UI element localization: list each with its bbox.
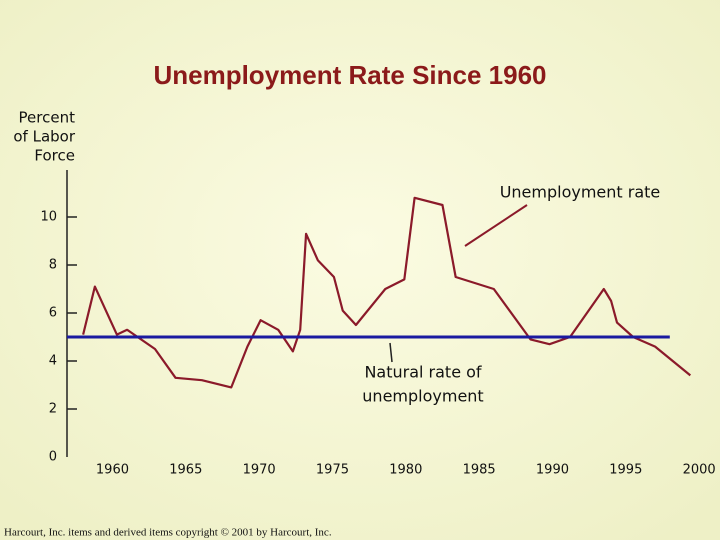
- x-tick-label: 2000: [683, 463, 716, 478]
- y-axis-label: Force: [34, 147, 75, 165]
- y-axis-label: Percent: [19, 109, 76, 127]
- unemployment-line: [82, 196, 692, 389]
- annotation: Unemployment rate: [500, 183, 661, 202]
- x-tick-label: 1970: [243, 463, 276, 478]
- y-tick-label: 2: [49, 402, 57, 417]
- y-tick-label: 4: [49, 354, 57, 369]
- x-tick-label: 1995: [609, 463, 642, 478]
- annotation: Natural rate of: [364, 363, 481, 382]
- annotation: unemployment: [362, 387, 483, 406]
- chart-title: Unemployment Rate Since 1960: [153, 60, 546, 90]
- y-tick-label: 6: [49, 306, 57, 321]
- annotation-pointer: [389, 342, 393, 363]
- x-tick-label: 1980: [389, 463, 422, 478]
- x-tick-label: 1960: [96, 463, 129, 478]
- y-tick-label: 8: [49, 258, 57, 273]
- y-tick-label: 10: [40, 210, 57, 225]
- x-tick-label: 1975: [316, 463, 349, 478]
- y-tick-label: 0: [49, 450, 57, 465]
- x-tick-label: 1965: [169, 463, 202, 478]
- annotation-pointer: [464, 204, 528, 247]
- y-axis-label: of Labor: [13, 128, 75, 146]
- x-tick-label: 1985: [463, 463, 496, 478]
- footer: Harcourt, Inc. items and derived items c…: [4, 527, 332, 539]
- x-tick-label: 1990: [536, 463, 569, 478]
